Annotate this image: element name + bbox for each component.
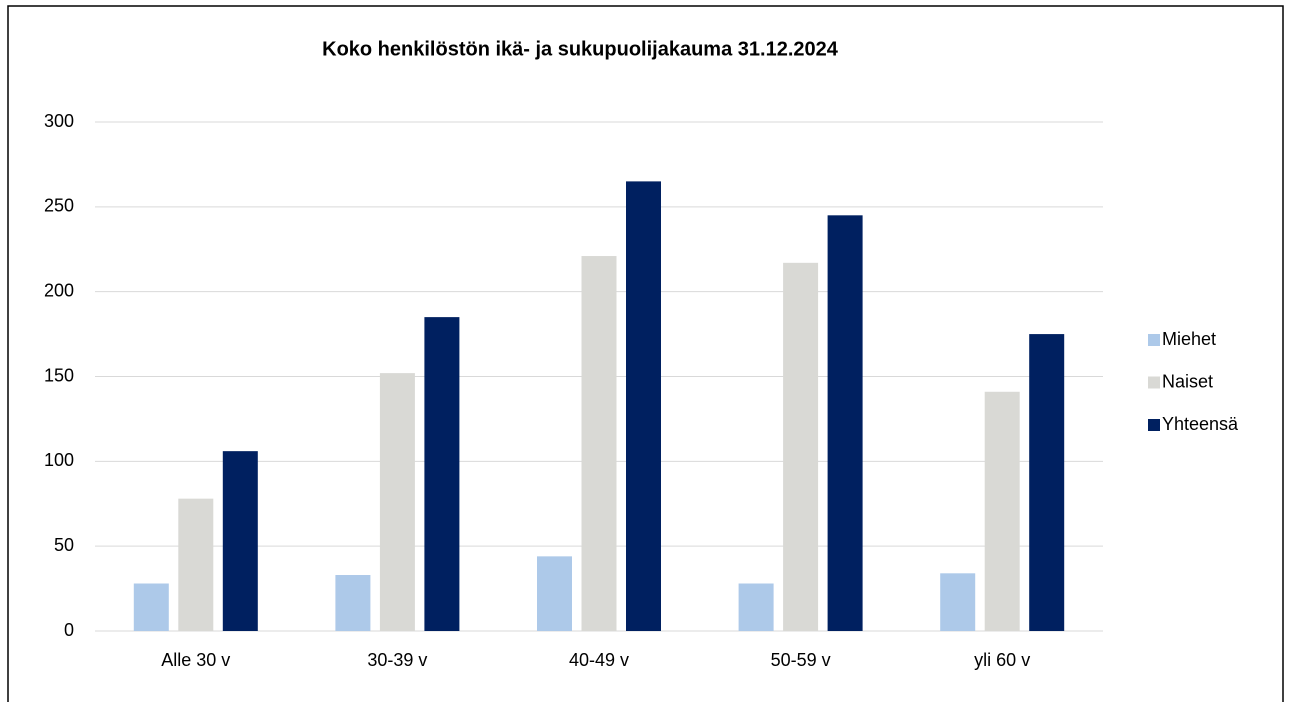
y-tick-label: 250 bbox=[44, 196, 74, 216]
chart-title: Koko henkilöstön ikä- ja sukupuolijakaum… bbox=[322, 38, 839, 60]
bar bbox=[178, 498, 214, 631]
x-tick-label: 40-49 v bbox=[569, 650, 629, 670]
bar bbox=[984, 391, 1020, 631]
bar bbox=[1029, 334, 1065, 631]
y-tick-label: 200 bbox=[44, 280, 74, 300]
legend-swatch bbox=[1148, 334, 1160, 346]
bar bbox=[379, 373, 415, 631]
legend-label: Yhteensä bbox=[1162, 414, 1239, 434]
bar bbox=[783, 262, 819, 631]
bar bbox=[940, 573, 976, 631]
bar bbox=[133, 583, 169, 631]
y-tick-label: 50 bbox=[54, 535, 74, 555]
y-tick-label: 0 bbox=[64, 620, 74, 640]
legend-swatch bbox=[1148, 376, 1160, 389]
bar bbox=[626, 181, 661, 631]
bar bbox=[335, 575, 371, 631]
y-tick-label: 150 bbox=[44, 365, 74, 385]
x-tick-label: yli 60 v bbox=[974, 650, 1030, 670]
legend-label: Miehet bbox=[1162, 329, 1216, 349]
x-tick-label: Alle 30 v bbox=[161, 650, 230, 670]
bar bbox=[738, 583, 774, 631]
x-tick-label: 50-59 v bbox=[771, 650, 831, 670]
legend-swatch bbox=[1148, 419, 1160, 431]
x-tick-label: 30-39 v bbox=[367, 650, 427, 670]
bar bbox=[537, 556, 572, 631]
y-tick-label: 100 bbox=[44, 450, 74, 470]
bar bbox=[827, 215, 863, 632]
y-tick-label: 300 bbox=[44, 111, 74, 131]
bar bbox=[581, 256, 617, 631]
legend-label: Naiset bbox=[1162, 371, 1213, 391]
bar bbox=[222, 451, 258, 631]
bar bbox=[424, 317, 460, 631]
